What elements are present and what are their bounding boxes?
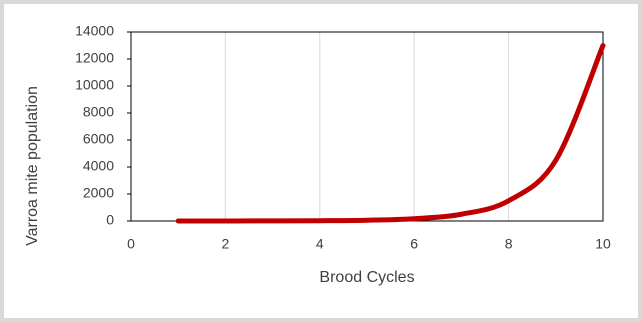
x-tick-label: 10 (595, 236, 611, 252)
y-axis-title: Varroa mite population (24, 86, 41, 246)
y-tick-label: 2000 (83, 185, 114, 201)
x-tick-label: 2 (222, 236, 230, 252)
y-tick-label: 8000 (83, 104, 114, 120)
x-tick-label: 6 (410, 236, 418, 252)
y-tick-label: 14000 (75, 23, 114, 39)
y-tick-label: 6000 (83, 131, 114, 147)
x-tick-label: 4 (316, 236, 324, 252)
x-axis-title: Brood Cycles (319, 269, 414, 286)
x-tick-label: 8 (505, 236, 513, 252)
y-tick-label: 12000 (75, 50, 114, 66)
y-tick-label: 0 (106, 212, 114, 228)
x-tick-label: 0 (127, 236, 135, 252)
y-tick-label: 10000 (75, 77, 114, 93)
y-tick-label: 4000 (83, 158, 114, 174)
data-line (175, 43, 606, 224)
